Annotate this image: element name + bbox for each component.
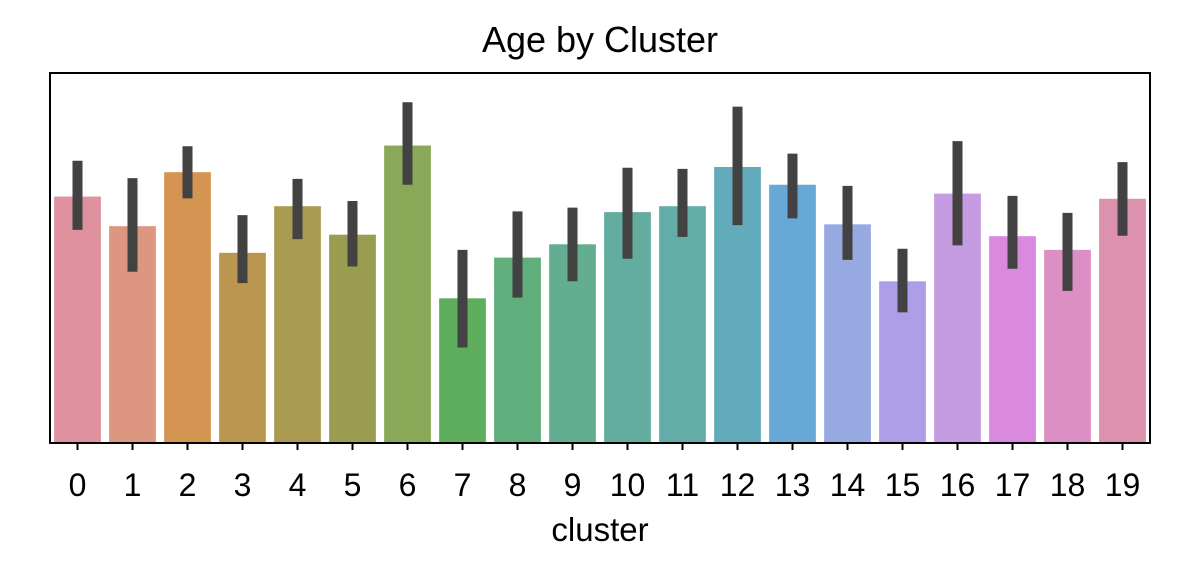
x-axis-label: cluster	[551, 511, 648, 548]
bar-6	[384, 145, 431, 443]
x-tick-label-8: 8	[509, 467, 527, 503]
plot-frame	[49, 72, 1151, 444]
x-tick-label-12: 12	[720, 467, 756, 503]
x-tick-label-9: 9	[564, 467, 582, 503]
bar-17	[989, 236, 1036, 443]
chart-title: Age by Cluster	[482, 19, 718, 60]
x-tick-label-5: 5	[344, 467, 362, 503]
error-bars-layer	[72, 102, 1128, 348]
x-tick-label-3: 3	[234, 467, 252, 503]
x-tick-label-7: 7	[454, 467, 472, 503]
bars-layer	[54, 145, 1146, 444]
bar-4	[274, 206, 321, 443]
bar-3	[219, 252, 266, 443]
x-tick-label-6: 6	[399, 467, 417, 503]
bar-14	[824, 224, 871, 443]
x-tick-label-18: 18	[1050, 467, 1086, 503]
x-axis-ticks: 0 1 2 3 4 5 6 7 8 9 10 11 12 13 14 15 16 17 18 19	[69, 443, 1141, 503]
x-tick-label-19: 19	[1105, 467, 1141, 503]
x-tick-label-15: 15	[885, 467, 921, 503]
x-tick-label-1: 1	[124, 467, 142, 503]
bar-0	[54, 196, 101, 443]
x-tick-label-10: 10	[610, 467, 646, 503]
bar-13	[769, 184, 816, 444]
x-tick-label-11: 11	[666, 467, 699, 503]
x-tick-label-14: 14	[830, 467, 866, 503]
bar-5	[329, 234, 376, 443]
bar-2	[164, 172, 211, 443]
x-tick-label-2: 2	[179, 467, 197, 503]
bar-19	[1099, 198, 1146, 443]
x-tick-label-13: 13	[775, 467, 811, 503]
x-tick-label-16: 16	[940, 467, 976, 503]
x-tick-label-17: 17	[995, 467, 1031, 503]
x-tick-label-0: 0	[69, 467, 87, 503]
bar-11	[659, 206, 706, 443]
x-tick-label-4: 4	[289, 467, 307, 503]
